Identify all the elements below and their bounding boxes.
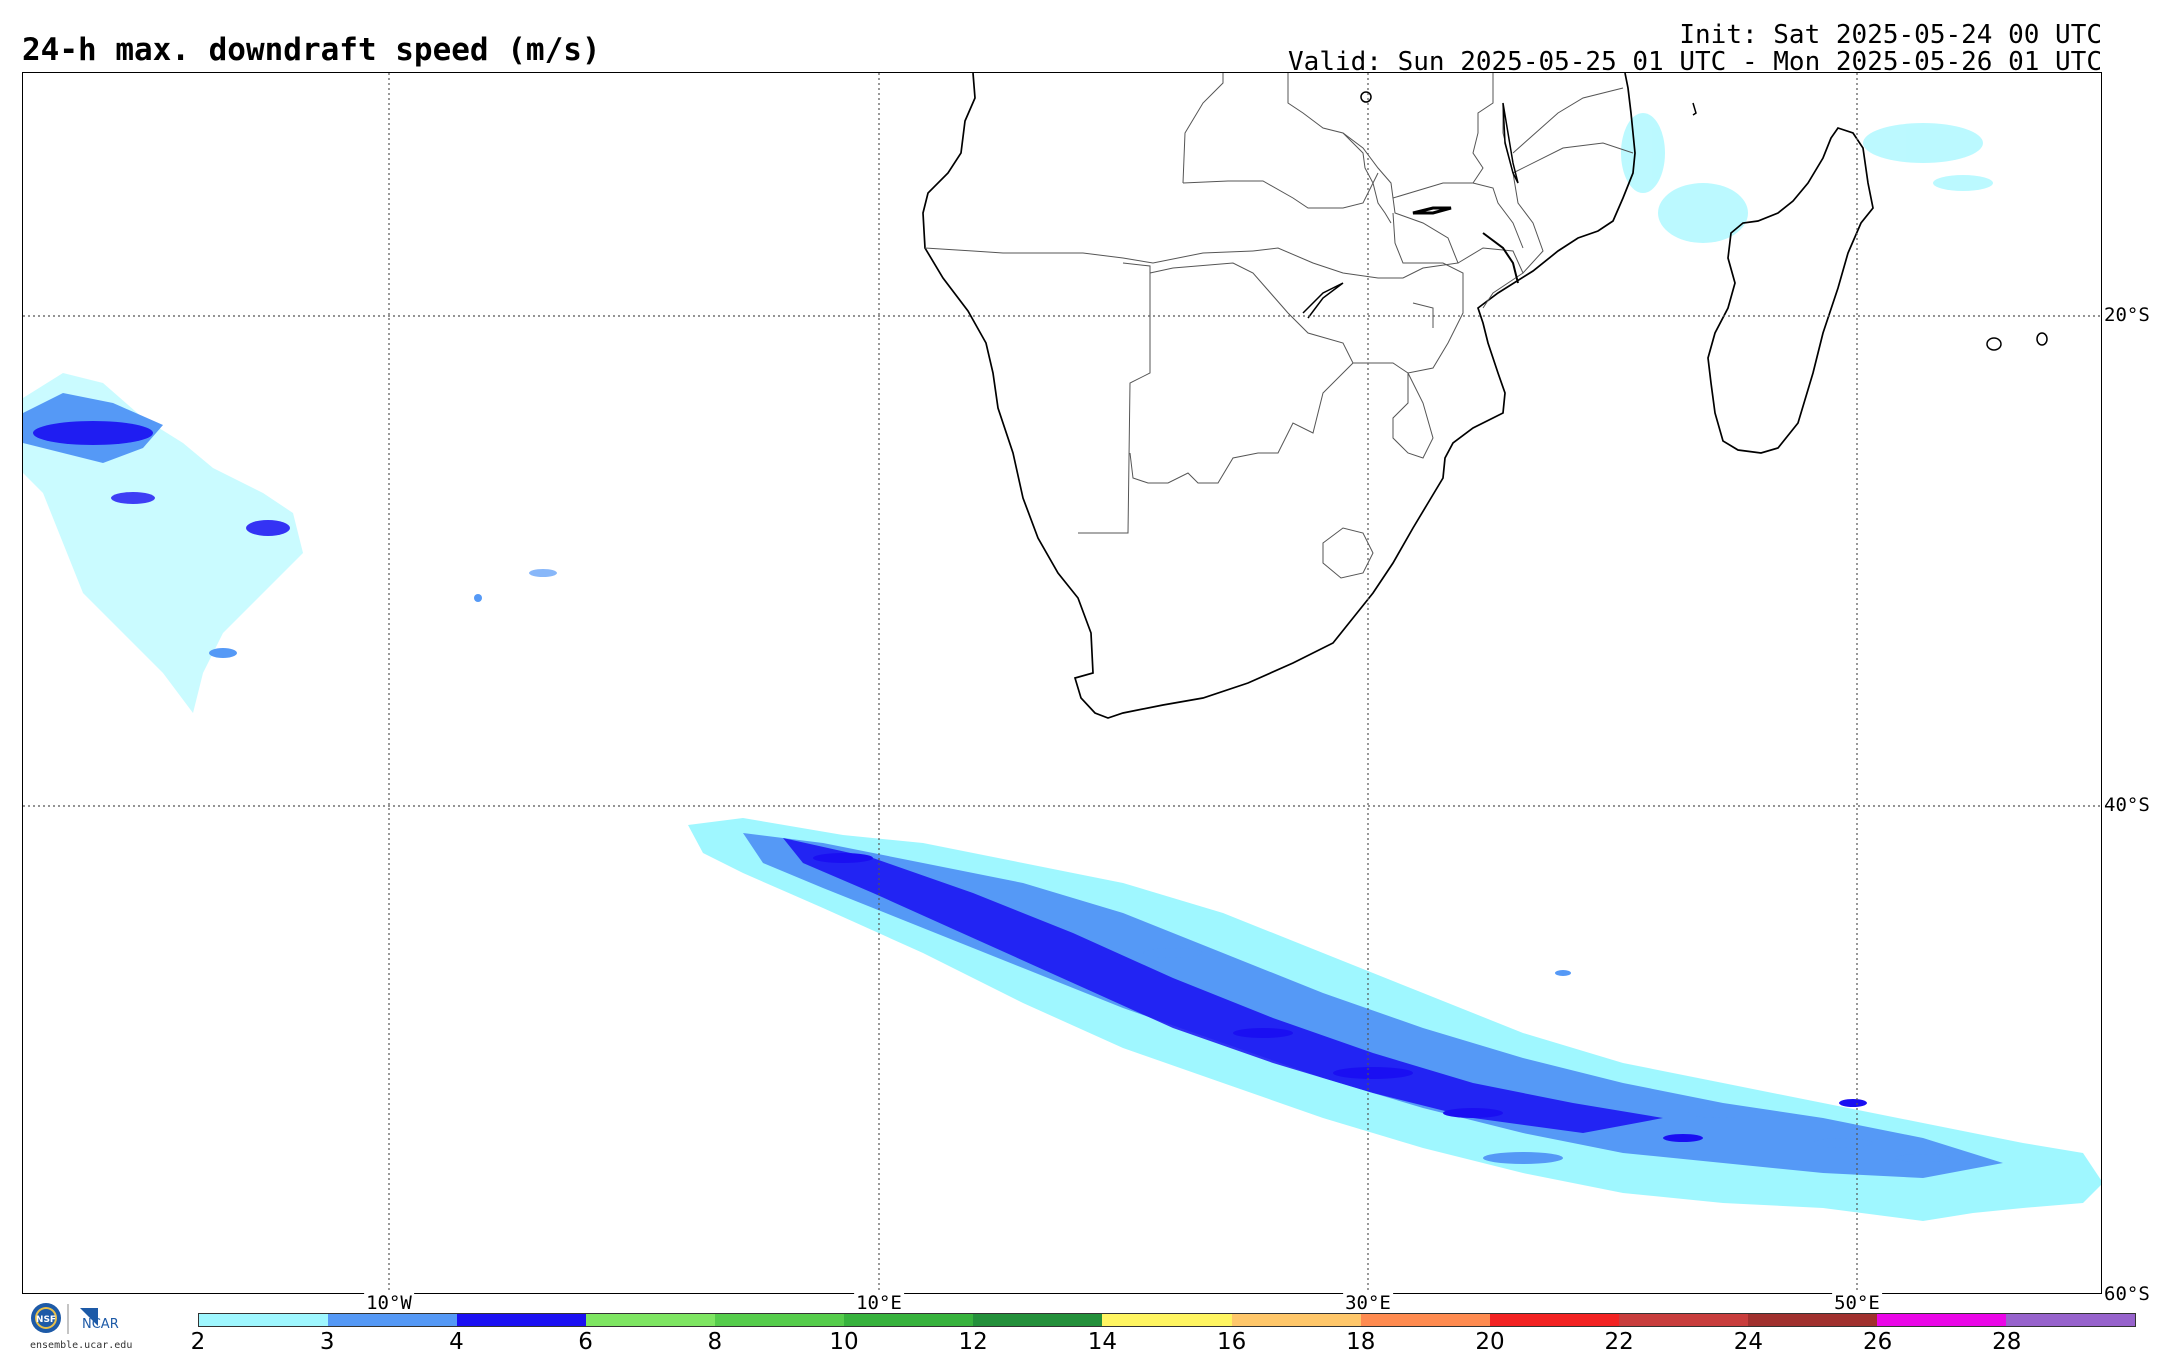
africa-landmass	[922, 73, 1636, 719]
colorbar-tick-label: 2	[190, 1329, 206, 1355]
madagascar	[1707, 126, 1874, 454]
colorbar-tick-label: 20	[1475, 1329, 1505, 1355]
colorbar-segment	[328, 1314, 458, 1326]
colorbar-segment	[457, 1314, 587, 1326]
colorbar	[198, 1313, 2136, 1327]
colorbar-segment	[1618, 1314, 1748, 1326]
colorbar-segment	[2005, 1314, 2135, 1326]
map-title: 24-h max. downdraft speed (m/s)	[22, 32, 601, 68]
colorbar-segment	[1360, 1314, 1490, 1326]
lakes	[1302, 102, 1519, 319]
logo-url: ensemble.ucar.edu	[30, 1340, 133, 1351]
small-islands	[1360, 91, 2048, 351]
colorbar-tick-label: 16	[1216, 1329, 1247, 1355]
map-canvas	[23, 73, 2101, 1293]
lon-label-50e: 50°E	[1832, 1292, 1882, 1314]
colorbar-tick-label: 22	[1604, 1329, 1634, 1355]
colorbar-tick-label: 8	[707, 1329, 723, 1355]
colorbar-tick-label: 14	[1087, 1329, 1118, 1355]
lon-label-10e: 10°E	[854, 1292, 904, 1314]
lat-label-60s: 60°S	[2104, 1283, 2150, 1305]
map-panel[interactable]	[22, 72, 2102, 1294]
colorbar-tick-label: 6	[578, 1329, 593, 1355]
colorbar-segment	[1876, 1314, 2006, 1326]
country-borders	[924, 73, 1634, 579]
colorbar-tick-label: 3	[319, 1329, 335, 1355]
colorbar-segment	[1489, 1314, 1619, 1326]
downdraft-field-southern-band	[688, 818, 2101, 1221]
colorbar-segment	[844, 1314, 974, 1326]
nsf-logo-text: NSF	[36, 1315, 56, 1325]
ncar-logo-text: NCAR	[82, 1317, 119, 1332]
colorbar-segment	[973, 1314, 1103, 1326]
lon-label-10w: 10°W	[364, 1292, 414, 1314]
colorbar-segment	[199, 1314, 329, 1326]
run-info: Init: Sat 2025-05-24 00 UTC Valid: Sun 2…	[1288, 22, 2102, 76]
colorbar-segment	[1231, 1314, 1361, 1326]
colorbar-tick-label: 4	[449, 1329, 464, 1355]
colorbar-tick-label: 18	[1346, 1329, 1376, 1355]
colorbar-tick-label: 26	[1862, 1329, 1893, 1355]
lat-label-40s: 40°S	[2104, 794, 2150, 816]
colorbar-ticks: 2 3 4 6 8 10 12 14 16 18 20 22 24 26 28	[191, 1329, 2136, 1355]
colorbar-segment	[586, 1314, 716, 1326]
lat-label-20s: 20°S	[2104, 304, 2150, 326]
downdraft-field-northeast	[1621, 113, 1993, 243]
downdraft-field-western-patch	[23, 373, 557, 713]
colorbar-tick-label: 12	[958, 1329, 988, 1355]
colorbar-segment	[715, 1314, 845, 1326]
nsf-ncar-logo: NSF NCAR	[31, 1303, 119, 1334]
lon-label-30e: 30°E	[1343, 1292, 1393, 1314]
init-time: Init: Sat 2025-05-24 00 UTC	[1679, 20, 2102, 50]
colorbar-tick-label: 24	[1733, 1329, 1764, 1355]
colorbar-tick-label: 10	[829, 1329, 859, 1355]
colorbar-segment	[1747, 1314, 1877, 1326]
graticule	[23, 73, 2101, 1293]
valid-time: Valid: Sun 2025-05-25 01 UTC - Mon 2025-…	[1288, 47, 2102, 77]
colorbar-tick-label: 28	[1992, 1329, 2022, 1355]
colorbar-segment	[1102, 1314, 1232, 1326]
